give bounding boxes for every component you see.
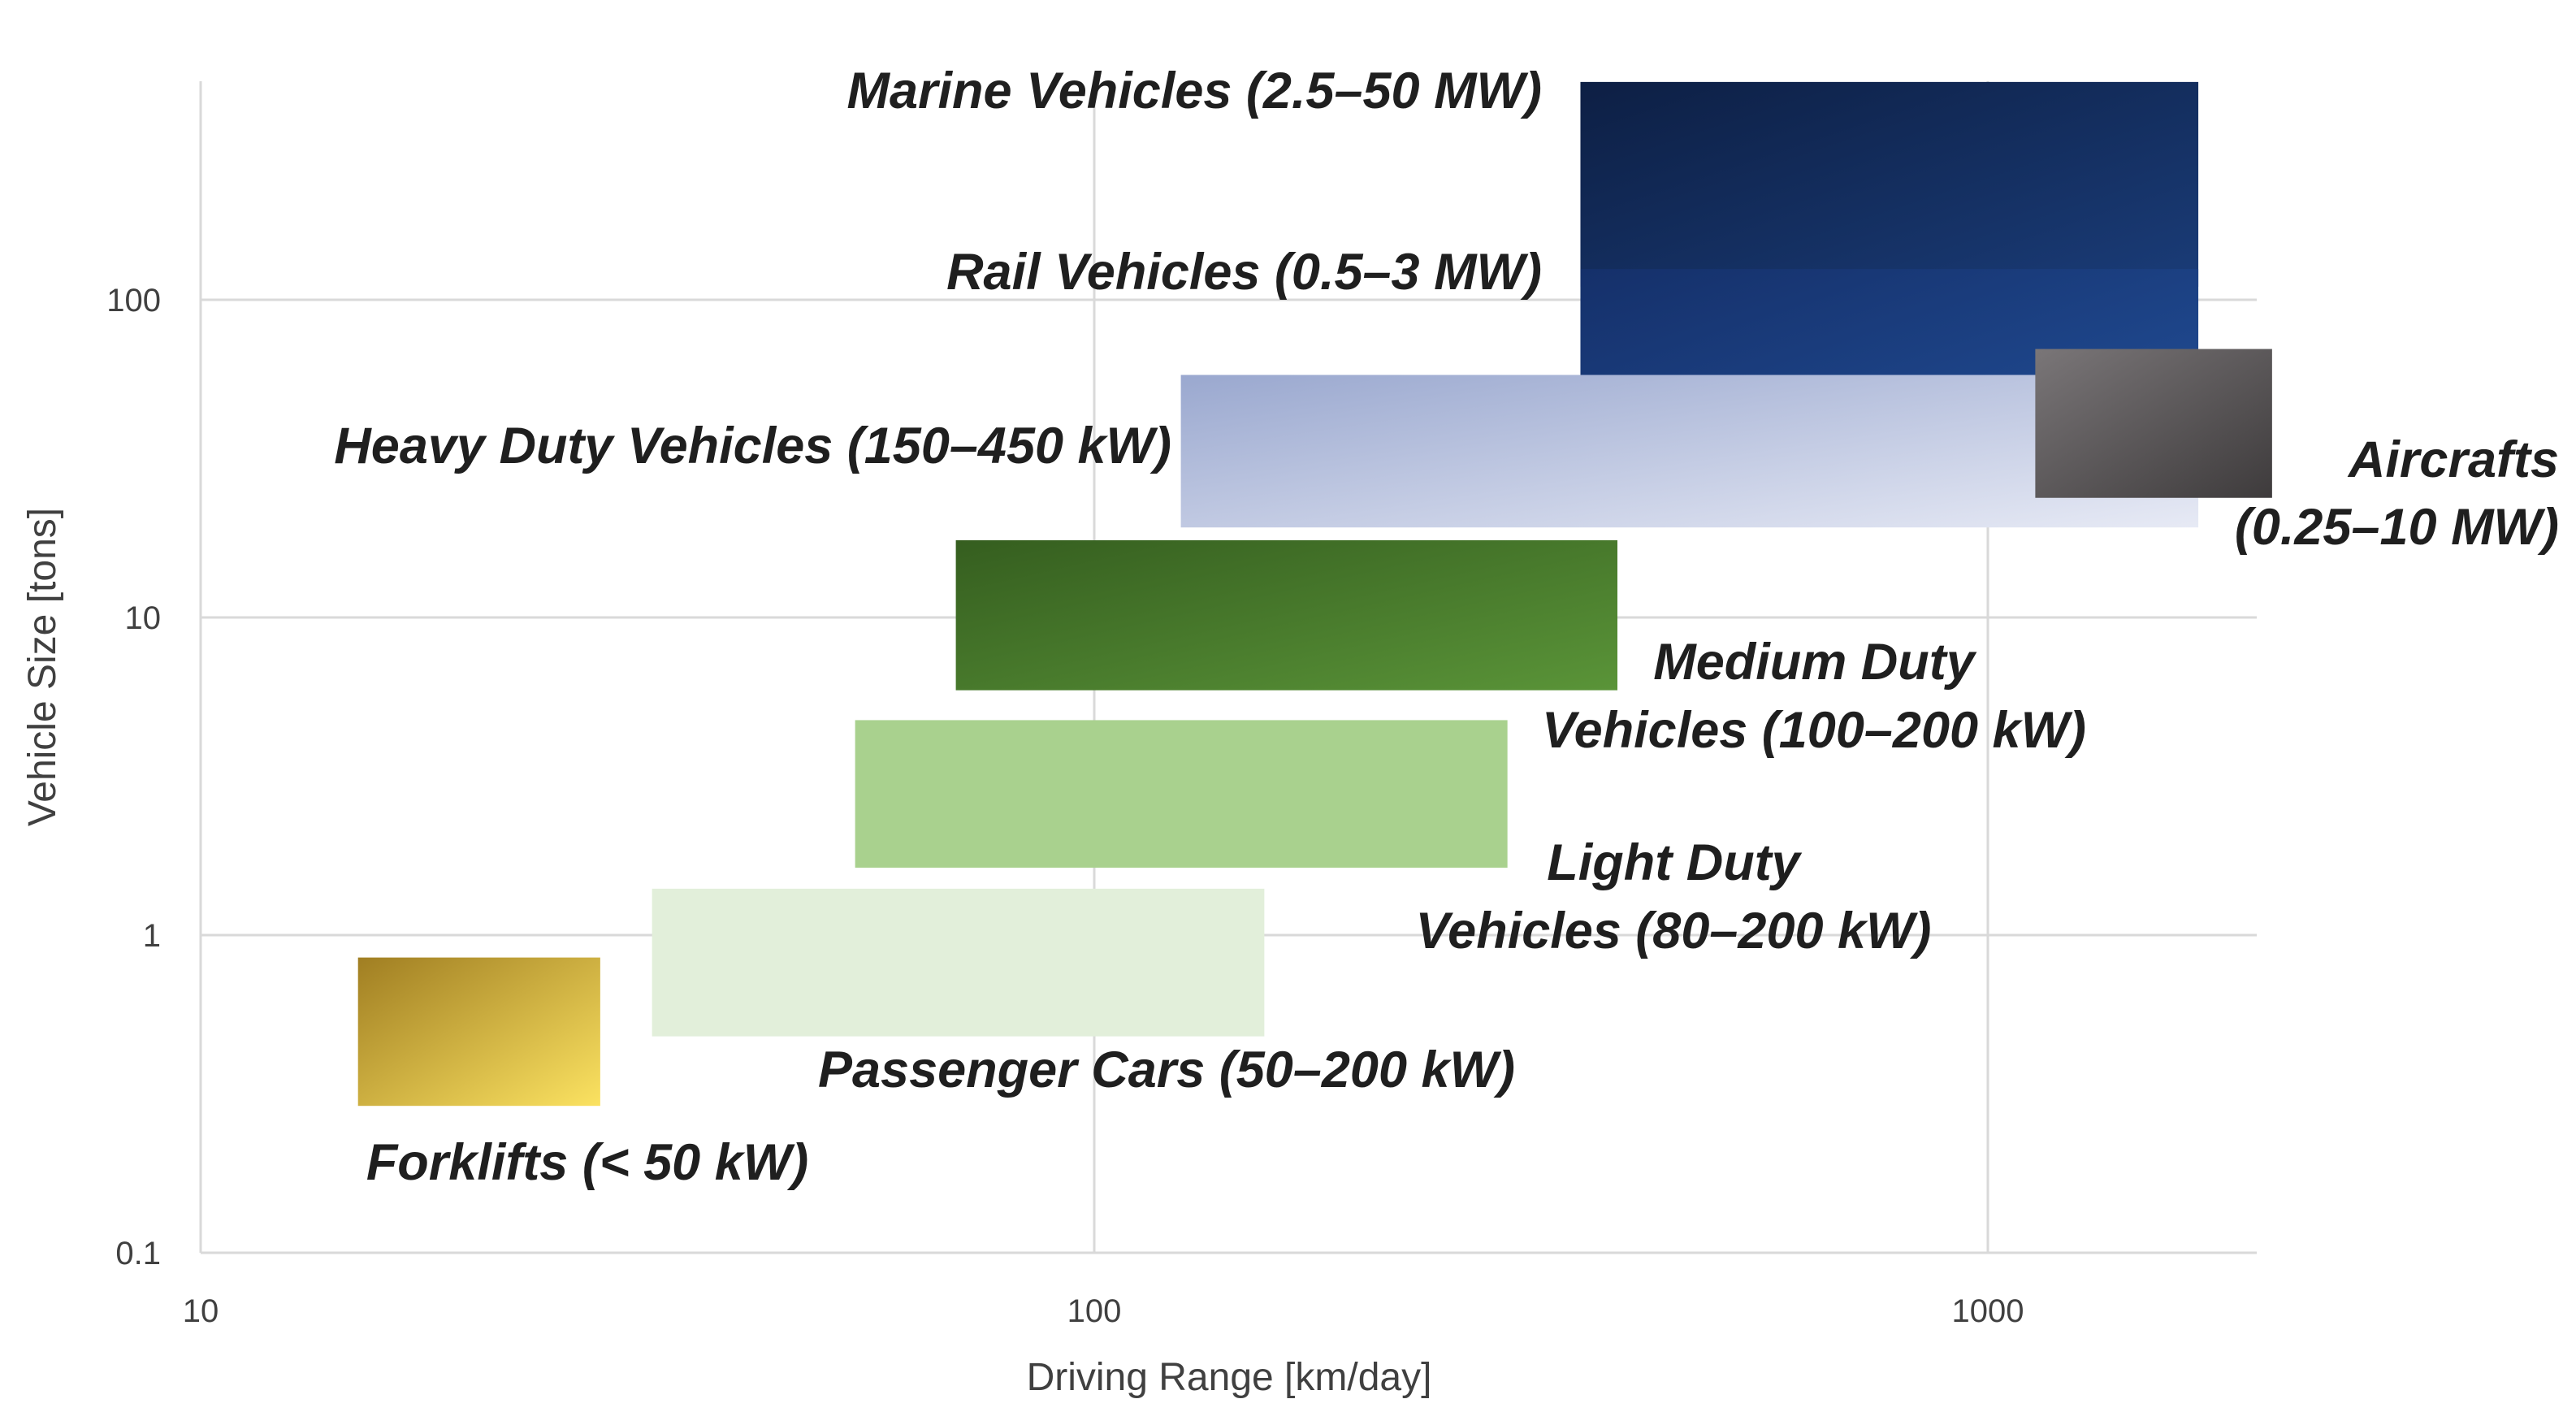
x-tick-label: 100 [1067,1293,1122,1329]
y-tick-label: 0.1 [115,1236,161,1271]
range-label-forklift: Forklifts (< 50 kW) [366,1134,808,1191]
range-bar-heavy [1180,375,2199,528]
range-label-marine: Marine Vehicles (2.5–50 MW) [847,63,1542,119]
range-label-aircraft: (0.25–10 MW) [2235,499,2559,556]
range-label-light: Vehicles (80–200 kW) [1415,903,1931,959]
range-bar-aircraft [2035,349,2272,498]
y-tick-label: 1 [143,918,161,954]
range-bar-marine [1580,81,2199,287]
range-labels: Marine Vehicles (2.5–50 MW) Rail Vehicles… [334,63,2559,1191]
range-label-medium: Medium Duty [1653,634,1976,691]
range-bar-passenger [652,888,1265,1037]
range-label-medium: Vehicles (100–200 kW) [1542,702,2086,759]
range-bar-forklift [357,957,600,1107]
y-tick-label: 100 [106,283,161,318]
axes [199,81,2257,1254]
range-label-passenger: Passenger Cars (50–200 kW) [818,1042,1515,1098]
range-label-heavy: Heavy Duty Vehicles (150–450 kW) [334,418,1171,474]
y-axis-title: Vehicle Size [tons] [21,508,64,826]
tick-labels: 10 100 1000 0.1 1 10 100 [106,283,2024,1329]
x-tick-label: 1000 [1952,1293,2024,1329]
range-bar-light [855,720,1508,868]
range-bars [357,81,2272,1107]
range-label-light: Light Duty [1547,834,1802,891]
range-label-rail: Rail Vehicles (0.5–3 MW) [946,244,1542,301]
x-axis-title: Driving Range [km/day] [1027,1356,1432,1399]
range-bar-medium [955,539,1618,691]
range-label-aircraft: Aircrafts [2347,431,2559,488]
y-tick-label: 10 [125,600,162,636]
x-tick-label: 10 [183,1293,219,1329]
